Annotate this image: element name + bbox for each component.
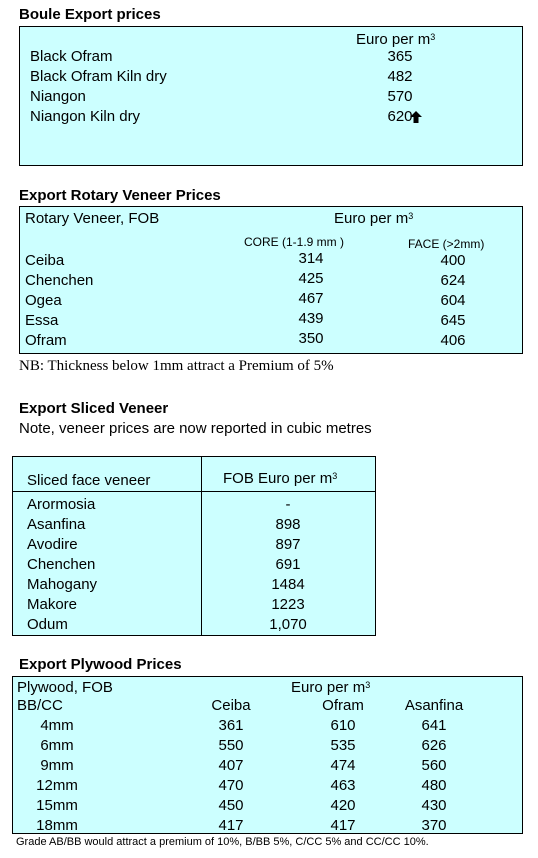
sliced-row-price: 1223 (271, 596, 305, 613)
plywood-row-value: 641 (421, 717, 447, 734)
sliced-row-name: Asanfina (27, 516, 86, 533)
rotary-face-header: FACE (>2mm) (408, 237, 485, 251)
rotary-row-face: 406 (440, 332, 466, 349)
sliced-row-name: Makore (27, 596, 78, 613)
boule-row-name: Niangon Kiln dry (30, 108, 141, 125)
sliced-header-divider (13, 491, 375, 492)
plywood-row-value: 470 (218, 777, 244, 794)
sliced-col1-header: Sliced face veneer (27, 472, 151, 489)
plywood-header-left: Plywood, FOB (17, 679, 113, 696)
rotary-row-face: 645 (440, 312, 466, 329)
boule-row-price: 482 (387, 68, 413, 85)
sliced-note: Note, veneer prices are now reported in … (19, 420, 372, 437)
plywood-grade-label: BB/CC (17, 697, 63, 714)
plywood-row-value: 370 (421, 817, 447, 834)
plywood-col-ceiba: Ceiba (211, 697, 251, 714)
plywood-col-ofram: Ofram (322, 697, 364, 714)
boule-row-name: Niangon (30, 88, 86, 105)
plywood-row-value: 535 (330, 737, 356, 754)
boule-table: Euro per m3 Black Ofram 365 Black Ofram Ki… (19, 26, 523, 166)
plywood-row-size: 18mm (36, 817, 78, 834)
plywood-row-value: 430 (421, 797, 447, 814)
plywood-unit-header: Euro per m3 (291, 679, 371, 696)
sliced-column-divider (201, 457, 202, 635)
sliced-row-price: 897 (275, 536, 301, 553)
boule-row-name: Black Ofram (30, 48, 113, 65)
rotary-header-left: Rotary Veneer, FOB (25, 210, 160, 227)
rotary-row-name: Essa (25, 312, 59, 329)
plywood-row-value: 417 (218, 817, 244, 834)
sliced-row-name: Odum (27, 616, 68, 633)
rotary-unit-header: Euro per m3 (334, 210, 414, 227)
plywood-row-size: 6mm (40, 737, 74, 754)
rotary-row-face: 604 (440, 292, 466, 309)
rotary-row-core: 467 (298, 290, 324, 307)
plywood-row-value: 463 (330, 777, 356, 794)
up-arrow-icon (410, 111, 422, 123)
plywood-row-size: 4mm (40, 717, 74, 734)
sliced-title: Export Sliced Veneer (19, 400, 169, 417)
plywood-row-size: 12mm (36, 777, 78, 794)
plywood-row-value: 474 (330, 757, 356, 774)
plywood-row-size: 15mm (36, 797, 78, 814)
rotary-row-name: Ofram (25, 332, 67, 349)
sliced-row-name: Arormosia (27, 496, 96, 513)
plywood-footnote: Grade AB/BB would attract a premium of 1… (16, 836, 429, 848)
rotary-core-header: CORE (1-1.9 mm ) (244, 235, 345, 249)
sliced-row-price: 691 (275, 556, 301, 573)
plywood-row-value: 361 (218, 717, 244, 734)
plywood-row-value: 407 (218, 757, 244, 774)
plywood-row-value: 417 (330, 817, 356, 834)
sliced-row-name: Mahogany (27, 576, 98, 593)
rotary-row-face: 400 (440, 252, 466, 269)
sliced-row-price: - (285, 496, 291, 513)
rotary-title: Export Rotary Veneer Prices (19, 187, 221, 204)
sliced-table: Sliced face veneer FOB Euro per m3 Arorm… (12, 456, 376, 636)
plywood-row-size: 9mm (40, 757, 74, 774)
sliced-row-price: 898 (275, 516, 301, 533)
plywood-row-value: 626 (421, 737, 447, 754)
boule-row-price: 620 (387, 108, 413, 125)
boule-unit-header: Euro per m3 (356, 31, 436, 48)
plywood-row-value: 450 (218, 797, 244, 814)
rotary-row-core: 314 (298, 250, 324, 267)
sliced-row-name: Chenchen (27, 556, 96, 573)
boule-title: Boule Export prices (19, 6, 161, 23)
plywood-row-value: 420 (330, 797, 356, 814)
sliced-row-price: 1,070 (269, 616, 307, 633)
rotary-row-core: 350 (298, 330, 324, 347)
sliced-row-name: Avodire (27, 536, 78, 553)
rotary-row-name: Ceiba (25, 252, 65, 269)
plywood-row-value: 560 (421, 757, 447, 774)
plywood-row-value: 550 (218, 737, 244, 754)
plywood-table: Plywood, FOB Euro per m3 BB/CC Ceiba Ofr… (12, 676, 523, 834)
plywood-col-asanfina: Asanfina (404, 697, 464, 714)
sliced-row-price: 1484 (271, 576, 305, 593)
rotary-row-core: 439 (298, 310, 324, 327)
rotary-table: Rotary Veneer, FOB Euro per m3 CORE (1-1… (19, 206, 523, 354)
boule-row-price: 570 (387, 88, 413, 105)
plywood-title: Export Plywood Prices (19, 656, 182, 673)
rotary-note: NB: Thickness below 1mm attract a Premiu… (19, 358, 334, 374)
rotary-row-name: Chenchen (25, 272, 94, 289)
rotary-row-core: 425 (298, 270, 324, 287)
sliced-col2-header: FOB Euro per m3 (223, 470, 338, 487)
plywood-row-value: 480 (421, 777, 447, 794)
rotary-row-name: Ogea (25, 292, 62, 309)
boule-row-price: 365 (387, 48, 413, 65)
plywood-row-value: 610 (330, 717, 356, 734)
boule-row-name: Black Ofram Kiln dry (30, 68, 167, 85)
rotary-row-face: 624 (440, 272, 466, 289)
